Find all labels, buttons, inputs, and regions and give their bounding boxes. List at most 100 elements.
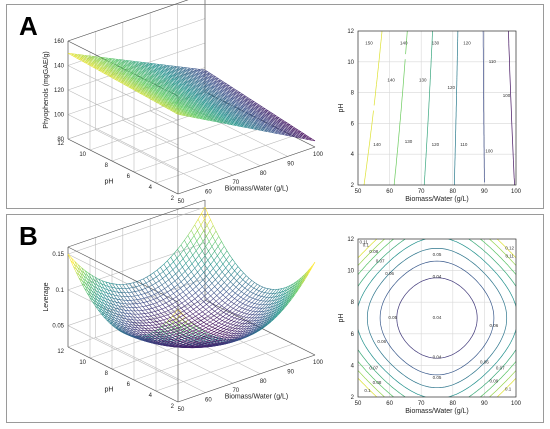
mesh-line: [179, 112, 183, 115]
mesh-line: [226, 288, 230, 292]
mesh-line: [237, 123, 241, 126]
mesh-line: [139, 86, 144, 89]
mesh-line: [244, 106, 248, 109]
mesh-line: [170, 85, 174, 88]
mesh-line: [188, 115, 192, 118]
mesh-line: [146, 62, 150, 65]
mesh-line: [214, 117, 218, 121]
mesh-line: [253, 121, 257, 125]
mesh-line: [135, 68, 139, 72]
mesh-line: [108, 58, 112, 61]
mesh-line: [194, 112, 198, 115]
mesh-line: [250, 108, 254, 112]
mesh-line: [174, 108, 178, 111]
mesh-line: [163, 297, 167, 300]
mesh-line: [147, 67, 151, 71]
mesh-line: [130, 71, 134, 75]
contour-label: 120: [432, 142, 440, 147]
mesh-line: [252, 111, 256, 114]
mesh-line: [173, 92, 177, 95]
mesh-line: [213, 317, 217, 321]
mesh-line: [199, 105, 203, 108]
mesh-line: [225, 99, 229, 102]
mesh-line: [174, 79, 178, 82]
mesh-line: [226, 116, 230, 119]
mesh-line: [137, 77, 141, 80]
mesh-line: [233, 104, 237, 108]
mesh-line: [243, 101, 247, 104]
x-tick-label: 100: [511, 189, 522, 195]
mesh-line: [215, 236, 219, 242]
mesh-line: [288, 128, 292, 131]
mesh-line: [252, 294, 257, 299]
mesh-line: [195, 74, 199, 77]
mesh-line: [154, 87, 158, 90]
mesh-line: [255, 295, 259, 300]
mesh-line: [202, 73, 206, 76]
mesh-line: [217, 310, 222, 314]
mesh-line: [145, 77, 149, 80]
mesh-line: [191, 68, 195, 71]
mesh-line: [169, 66, 173, 70]
mesh-line: [77, 55, 81, 58]
mesh-line: [144, 85, 148, 88]
mesh-line: [305, 137, 309, 140]
mesh-line: [203, 110, 207, 113]
mesh-line: [177, 281, 182, 285]
mesh-line: [235, 283, 240, 288]
mesh-line: [214, 112, 218, 115]
mesh-line: [233, 117, 237, 120]
mesh-line: [266, 293, 271, 298]
mesh-line: [183, 101, 187, 104]
mesh-line: [163, 64, 167, 67]
mesh-line: [224, 87, 228, 90]
mesh-line: [165, 99, 169, 102]
mesh-line: [122, 79, 126, 82]
mesh-line: [217, 88, 221, 91]
mesh-line: [191, 86, 196, 90]
mesh-line: [149, 70, 153, 73]
mesh-line: [258, 114, 262, 117]
mesh-line: [244, 98, 248, 102]
mesh-line: [219, 263, 224, 269]
mesh-line: [197, 90, 201, 93]
contour-label: 140: [387, 77, 395, 82]
mesh-line: [223, 115, 227, 118]
mesh-line: [200, 90, 204, 94]
mesh-line: [198, 106, 203, 109]
mesh-line: [202, 88, 206, 91]
mesh-line: [196, 91, 200, 94]
mesh-line: [215, 90, 219, 93]
mesh-line: [225, 93, 229, 96]
mesh-line: [193, 97, 197, 100]
mesh-line: [224, 107, 229, 110]
mesh-line: [203, 105, 207, 108]
mesh-line: [259, 112, 263, 116]
mesh-line: [267, 130, 271, 133]
mesh-line: [202, 106, 206, 109]
mesh-line: [207, 313, 212, 317]
mesh-line: [187, 67, 191, 70]
mesh-line: [182, 254, 187, 259]
mesh-line: [278, 131, 282, 134]
mesh-line: [248, 99, 252, 102]
mesh-line: [100, 66, 104, 69]
mesh-line: [153, 63, 157, 66]
mesh-line: [248, 280, 252, 285]
mesh-line: [189, 90, 193, 93]
mesh-line: [214, 79, 218, 82]
mesh-line: [236, 119, 240, 122]
mesh-line: [140, 79, 144, 82]
mesh-line: [178, 113, 182, 116]
mesh-line: [164, 105, 168, 108]
mesh-line: [245, 110, 249, 113]
mesh-line: [120, 69, 124, 72]
mesh-line: [111, 71, 115, 74]
mesh-line: [248, 111, 252, 114]
mesh-line: [148, 96, 152, 99]
mesh-line: [191, 100, 195, 103]
mesh-line: [207, 99, 211, 102]
mesh-line: [211, 279, 216, 284]
mesh-line: [171, 77, 175, 80]
mesh-line: [118, 66, 122, 69]
